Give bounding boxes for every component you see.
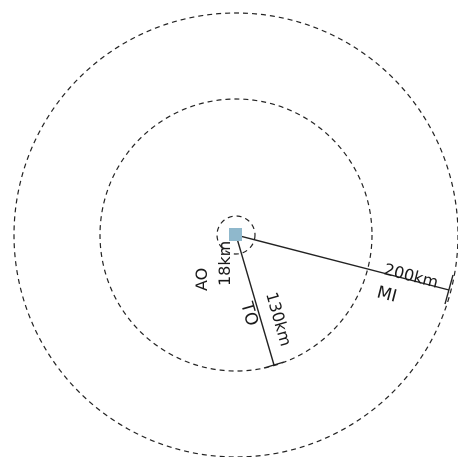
- zone-to-code: TO: [236, 299, 262, 328]
- zone-ao-radius-label: 18km: [215, 241, 234, 286]
- zone-ao-code: AO: [192, 268, 211, 291]
- center-marker: [229, 228, 242, 241]
- zone-mi-code: MI: [375, 282, 399, 306]
